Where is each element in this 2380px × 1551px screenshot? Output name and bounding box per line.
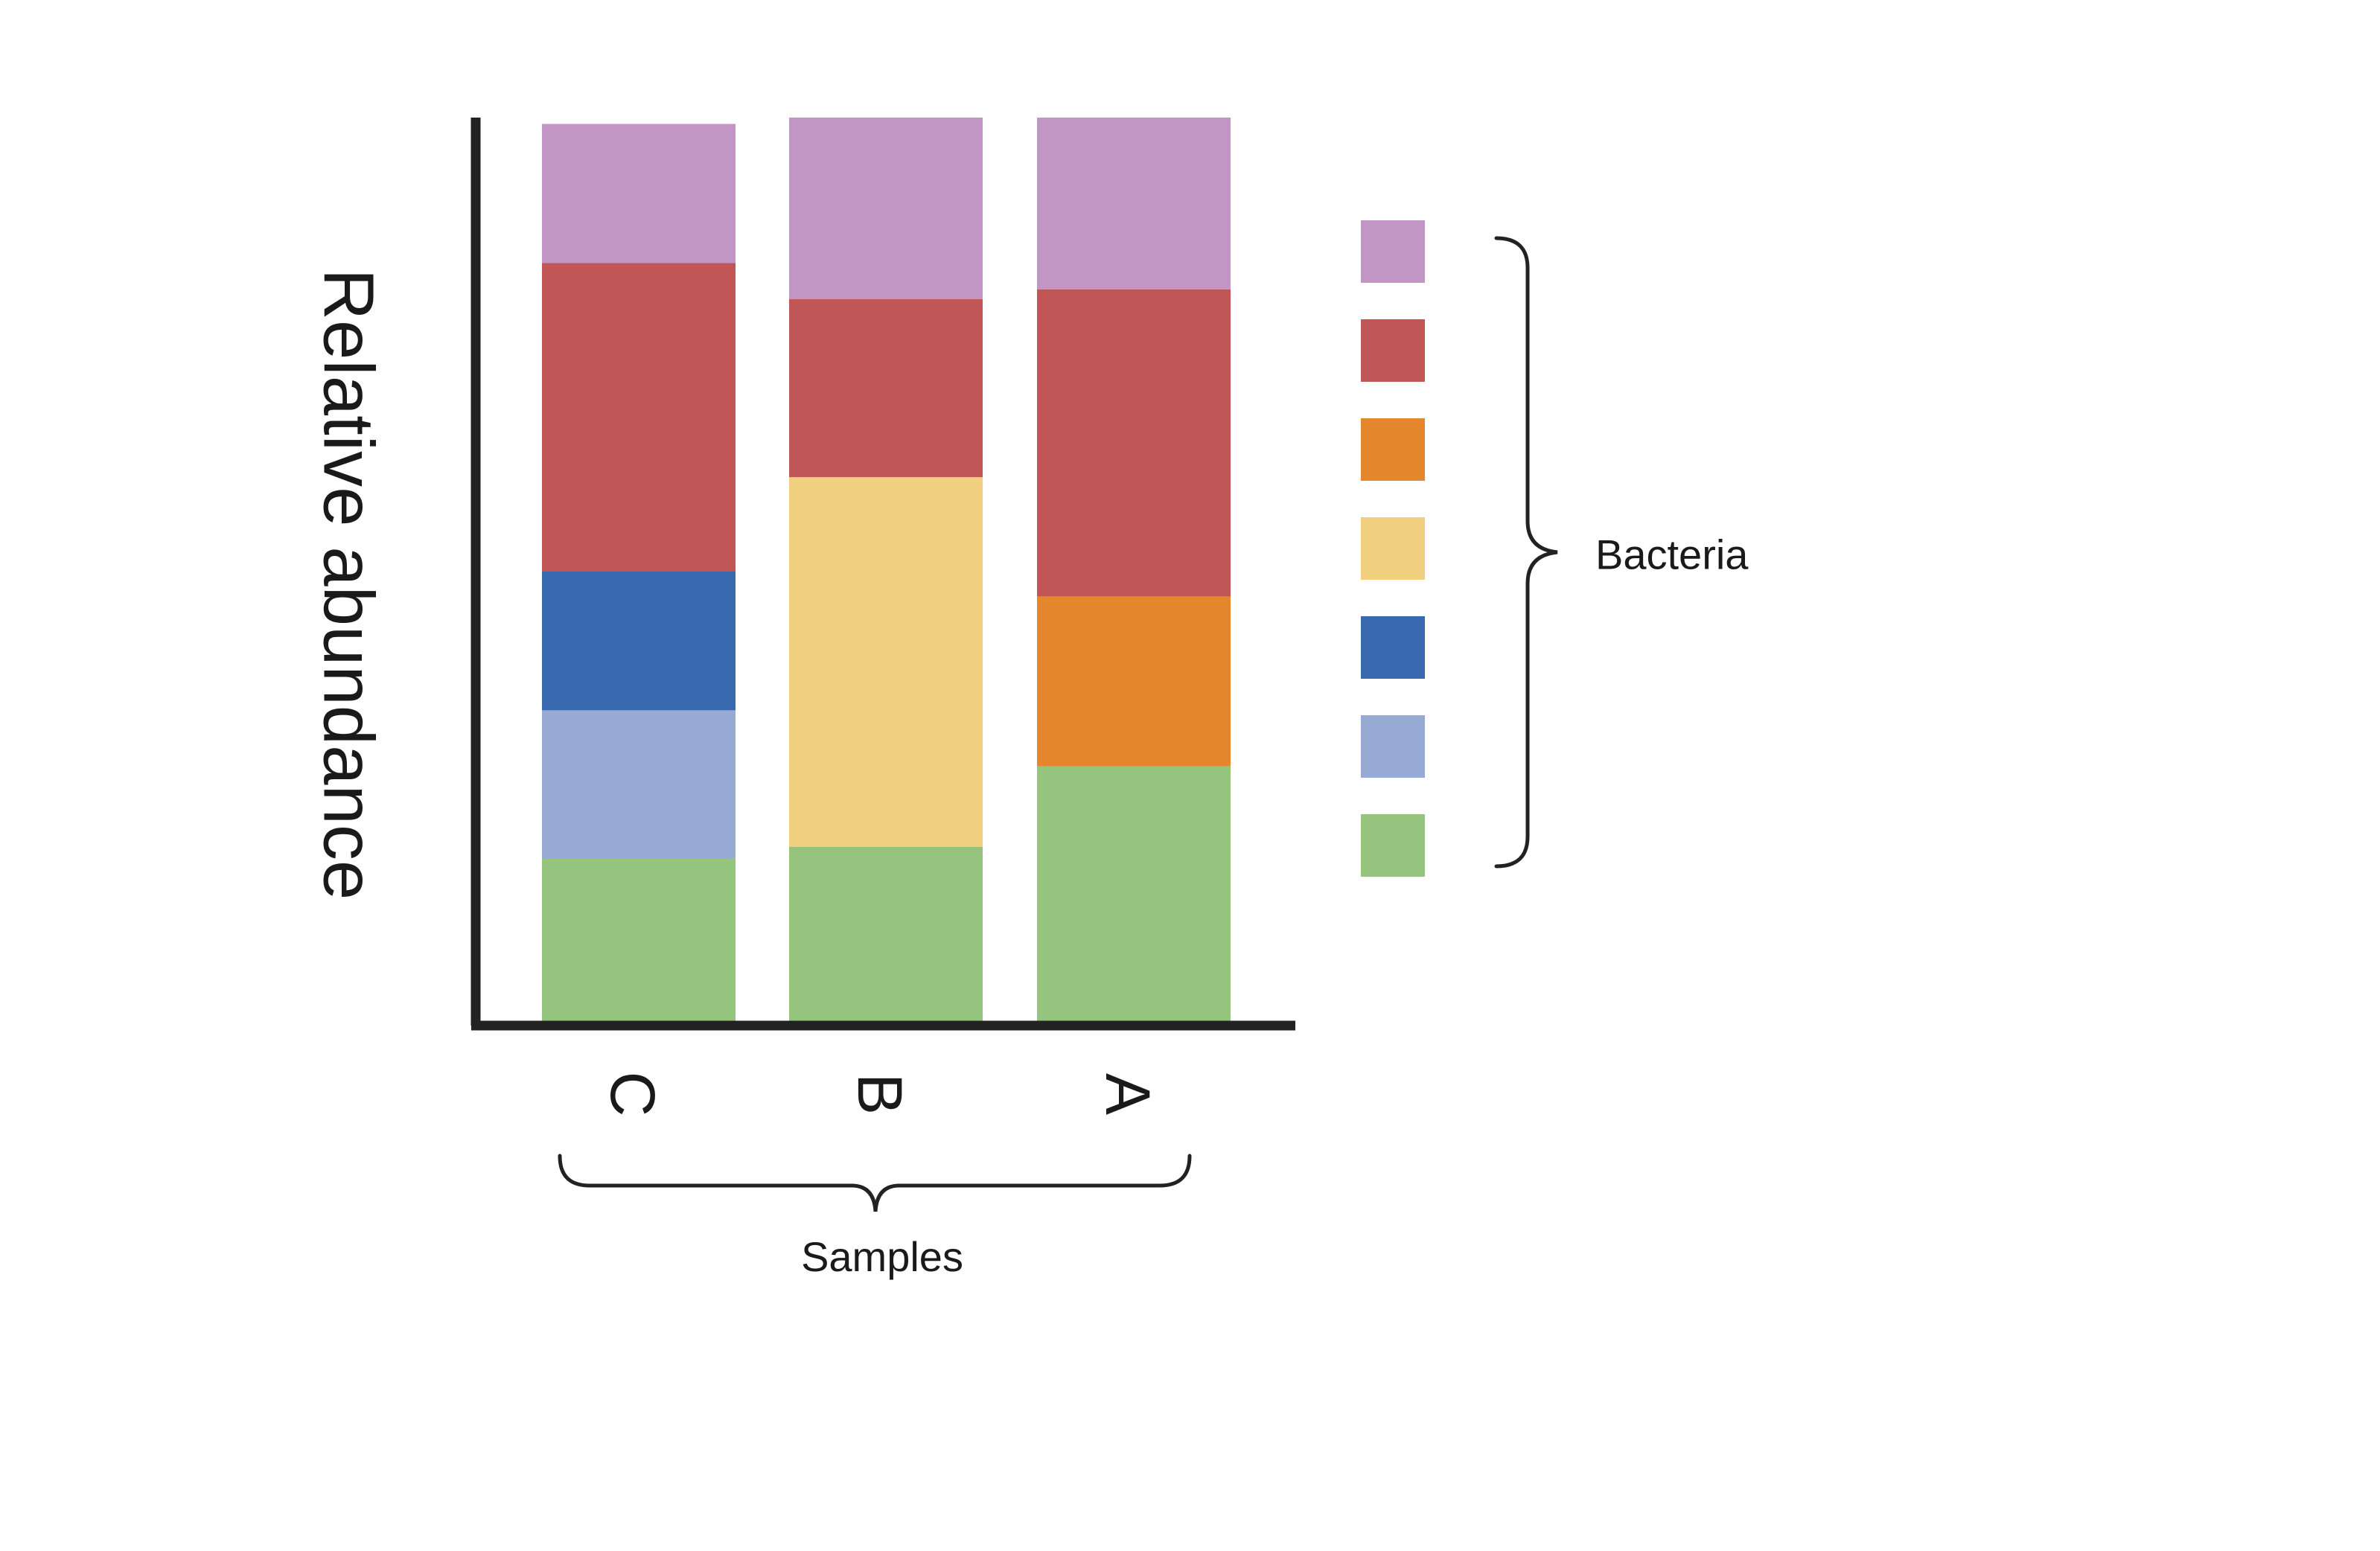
bar-segment-b-5 <box>789 299 983 478</box>
x-tick-label-b: B <box>845 1073 915 1115</box>
legend-swatch-6 <box>1361 715 1425 778</box>
bar-segment-b-3 <box>789 477 983 847</box>
legend-swatch-7 <box>1361 814 1425 877</box>
bar-segment-a-4 <box>1037 596 1231 767</box>
legend <box>1361 220 1425 877</box>
legend-swatch-3 <box>1361 418 1425 481</box>
y-axis-label: Relative abundance <box>309 269 389 901</box>
bar-segment-a-0 <box>1037 766 1231 1021</box>
legend-swatch-4 <box>1361 517 1425 580</box>
x-tick-label-c: C <box>598 1072 668 1117</box>
bars-layer <box>542 118 1231 1021</box>
legend-swatch-2 <box>1361 319 1425 382</box>
bar-segment-b-6 <box>789 118 983 300</box>
bar-segment-a-6 <box>1037 118 1231 290</box>
bar-segment-c-5 <box>542 263 736 572</box>
bar-segment-c-2 <box>542 571 736 711</box>
bar-segment-c-6 <box>542 124 736 263</box>
legend-swatch-1 <box>1361 220 1425 283</box>
bar-segment-b-0 <box>789 846 983 1021</box>
legend-title: Bacteria <box>1595 531 1749 578</box>
x-tick-label-a: A <box>1093 1073 1163 1115</box>
x-axis-label: Samples <box>801 1233 963 1280</box>
legend-swatch-5 <box>1361 616 1425 679</box>
bar-segment-c-0 <box>542 858 736 1021</box>
bar-segment-c-1 <box>542 710 736 859</box>
bar-segment-a-5 <box>1037 289 1231 597</box>
samples-brace <box>558 1154 1192 1212</box>
bacteria-brace <box>1494 236 1558 869</box>
